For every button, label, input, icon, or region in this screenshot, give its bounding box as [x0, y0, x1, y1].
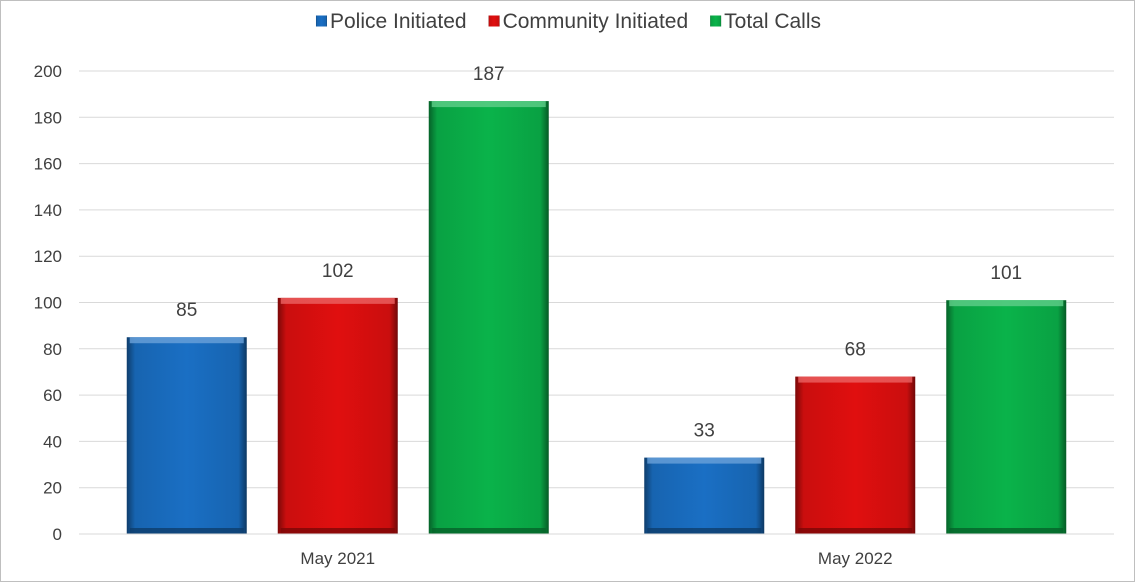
bar-top-highlight	[129, 337, 244, 344]
bar-top-highlight	[949, 300, 1064, 307]
legend-swatch	[315, 15, 327, 27]
data-label: 68	[845, 340, 866, 361]
y-tick-label: 80	[43, 340, 62, 359]
legend-label: Total Calls	[724, 10, 821, 33]
legend-item-police-initiated: Police Initiated	[315, 10, 467, 33]
bar-police-initiated-may-2022	[644, 457, 765, 534]
legend-label: Police Initiated	[330, 10, 467, 33]
bar-community-initiated-may-2021	[277, 297, 398, 534]
legend-item-total-calls: Total Calls	[710, 10, 821, 33]
bar-bottom-shadow	[280, 528, 395, 534]
y-tick-label: 180	[34, 108, 62, 127]
bar-bottom-shadow	[647, 528, 762, 534]
legend-item-community-initiated: Community Initiated	[488, 10, 689, 33]
bar-bottom-shadow	[949, 528, 1064, 534]
y-tick-label: 160	[34, 155, 62, 174]
bar-police-initiated-may-2021	[126, 337, 247, 534]
bar-top-highlight	[280, 297, 395, 304]
bar-top-highlight	[798, 376, 913, 383]
bars	[126, 101, 1067, 534]
legend-swatch	[488, 15, 500, 27]
y-axis: 0 20 40 60 80 100 120 140 160 180 200	[34, 62, 62, 544]
y-tick-label: 20	[43, 479, 62, 498]
data-label: 85	[176, 300, 197, 321]
legend: Police Initiated Community Initiated Total…	[315, 10, 821, 33]
bar-community-initiated-may-2022	[795, 376, 916, 534]
x-axis: May 2021 May 2022	[79, 533, 1114, 568]
bar-top-highlight	[431, 101, 546, 108]
data-label: 187	[473, 64, 505, 85]
bar-bottom-shadow	[129, 528, 244, 534]
bar-total-calls-may-2022	[946, 300, 1067, 534]
x-category-label: May 2021	[300, 549, 375, 568]
y-tick-label: 40	[43, 432, 62, 451]
gridlines	[79, 70, 1114, 535]
data-labels: 85 102 187 33 68 101	[176, 64, 1022, 442]
y-tick-label: 60	[43, 386, 62, 405]
data-label: 102	[322, 261, 354, 282]
data-label: 33	[694, 421, 715, 442]
bar-bottom-shadow	[798, 528, 913, 534]
y-tick-label: 0	[53, 525, 62, 544]
legend-swatch	[710, 15, 722, 27]
y-tick-label: 200	[34, 62, 62, 81]
bar-bottom-shadow	[431, 528, 546, 534]
y-tick-label: 100	[34, 294, 62, 313]
legend-label: Community Initiated	[503, 10, 689, 33]
y-tick-label: 140	[34, 201, 62, 220]
bar-top-highlight	[647, 457, 762, 464]
y-tick-label: 120	[34, 247, 62, 266]
x-category-label: May 2022	[818, 549, 893, 568]
data-label: 101	[990, 263, 1022, 284]
bar-total-calls-may-2021	[428, 101, 549, 534]
